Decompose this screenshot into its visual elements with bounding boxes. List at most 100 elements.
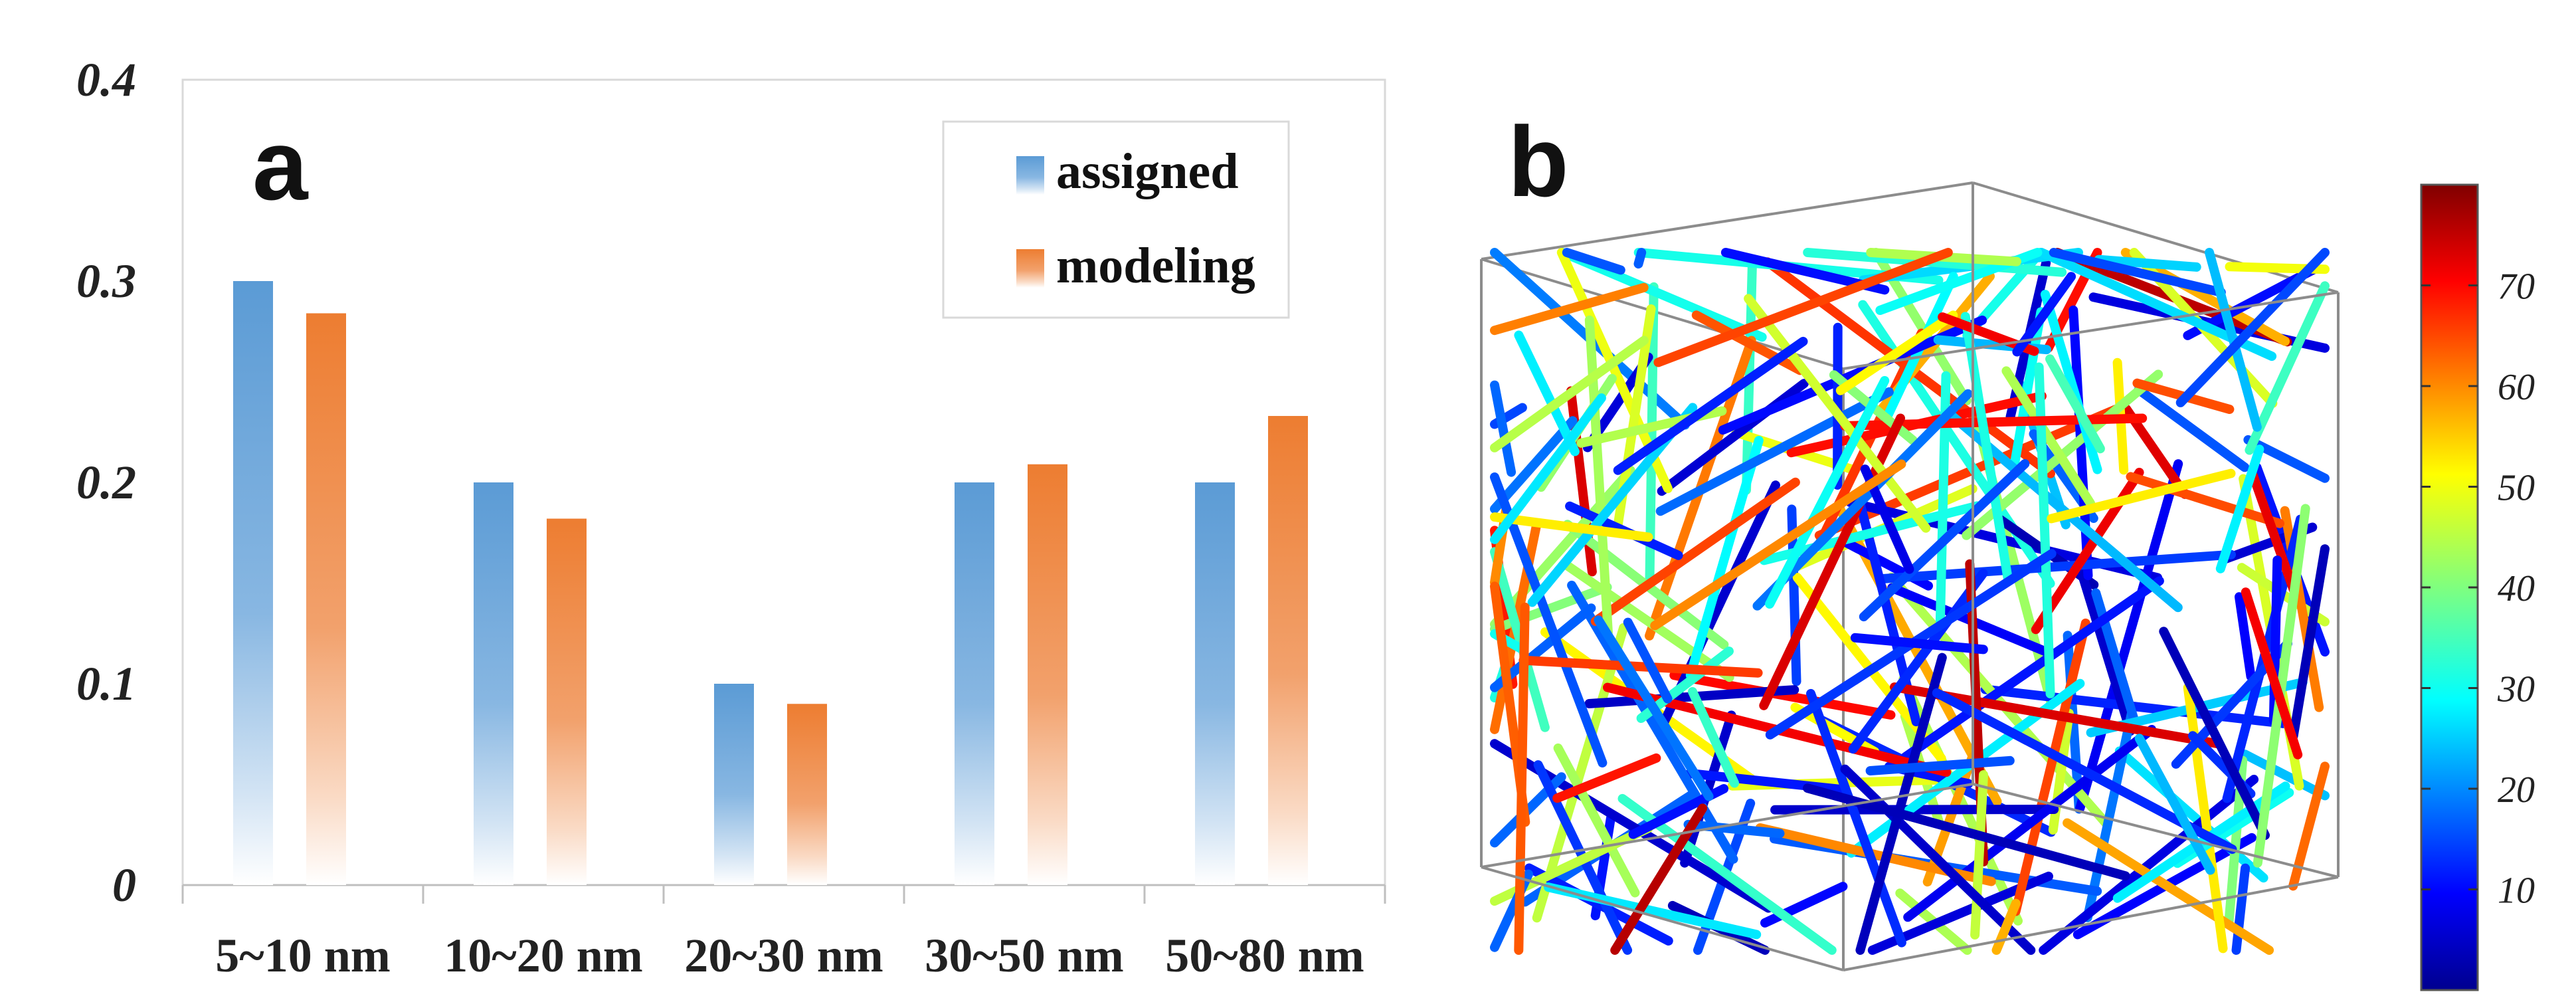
fiber [2134,385,2250,472]
fiber [1552,753,1661,803]
bar-modeling-1 [547,518,587,885]
fiber [1490,393,1606,544]
bar-modeling-4 [1268,416,1308,885]
y-tick-label: 0.4 [76,53,136,106]
y-axis-ticks: 0 0.1 0.2 0.3 0.4 [76,53,136,912]
y-tick-label: 0 [112,858,136,912]
fiber [1991,898,2021,955]
colorbar-tick-label: 30 [2497,669,2535,710]
fiber [2249,471,2298,595]
fiber [2039,775,2259,955]
fiber [2175,248,2330,407]
legend: assigned modeling [942,120,1290,319]
colorbar-tick-label: 50 [2498,468,2535,509]
fiber [2231,863,2251,955]
fiber [2215,445,2264,573]
fiber [2122,404,2190,499]
bar-modeling-3 [1028,464,1067,885]
bar-assigned-3 [955,482,994,885]
fiber [2001,366,2096,508]
fiber [1562,248,1625,275]
bar-assigned-1 [474,482,513,885]
fiber [1903,725,2157,922]
fiber [2075,459,2183,813]
fiber [1490,380,1517,477]
x-axis-labels: 5~10 nm 10~20 nm 20~30 nm 30~50 nm 50~80 nm [215,929,1364,982]
x-tick-label: 20~30 nm [684,929,883,982]
fiber [1518,655,1763,678]
fiber [1855,653,1947,955]
fiber [1806,688,1906,948]
x-axis [181,884,1386,904]
colorbar-tick-label: 10 [2498,870,2535,912]
colorbar-tick-label: 60 [2498,367,2535,408]
fiber [1590,477,1800,626]
bar-modeling-2 [787,704,827,885]
fiber [1970,770,1988,940]
fiber [2240,750,2330,801]
fiber [2183,682,2228,954]
fiber [1848,568,1988,754]
fiber [1814,404,2122,540]
colorbar-tick-label: 70 [2498,266,2535,308]
fiber [1765,375,1890,609]
fiber [1613,336,1808,475]
bar-modeling-0 [306,313,346,886]
fiber [1859,459,2030,622]
fiber [1514,330,1580,456]
legend-swatch-assigned [1016,156,1044,195]
fiber [1833,322,1843,490]
fiber [1752,389,1973,611]
fiber [2011,618,2090,916]
fiber [1563,561,1734,682]
panel-b-fiber-network: b 10 20 30 40 50 60 70 [1480,106,2535,991]
fiber [1980,684,2298,730]
fiber [1553,743,1640,898]
fiber [1900,576,2164,761]
fiber [1490,282,1649,336]
fiber [1490,336,1649,453]
fiber [2045,354,2105,454]
bars [233,281,1308,886]
legend-swatch-modeling [1016,249,1044,288]
fiber [1850,633,1988,655]
fiber [2010,307,2046,467]
fiber [1524,863,1673,946]
fiber [1886,572,2112,829]
box-front-edges [1480,183,2340,971]
fiber [1633,248,1647,269]
y-tick-label: 0.1 [76,657,136,710]
fiber [1835,310,1958,395]
fiber [1683,819,1785,839]
bar-assigned-2 [714,684,754,885]
bar-assigned-4 [1195,482,1235,885]
fiber [1865,756,2015,775]
fiber [2205,248,2262,432]
fiber [2073,555,2135,736]
fiber [2094,254,2201,272]
y-tick-label: 0.3 [76,254,136,308]
legend-label-assigned: assigned [1056,144,1239,199]
colorbar: 10 20 30 40 50 60 70 [2420,183,2535,991]
fiber [1688,687,1739,788]
panel-label-a: a [252,109,309,221]
fiber [2049,248,2226,297]
fiber [1594,615,1714,801]
colorbar-ticks: 10 20 30 40 50 60 70 [2421,266,2535,912]
fiber [2091,588,2140,728]
y-tick-label: 0.2 [76,456,136,509]
fiber [2235,592,2256,681]
fiber [2114,746,2268,883]
x-tick-label: 50~80 nm [1165,929,1364,982]
fiber [2159,627,2270,840]
fiber [2126,472,2284,528]
fiber [1653,248,1953,367]
bar-assigned-0 [233,281,273,885]
panel-a-bar-chart: 0 0.1 0.2 0.3 0.4 5~10 nm 10~20 nm 20~30 nm 30~… [76,53,1386,982]
fiber [2288,544,2330,741]
legend-frame [942,120,1290,319]
x-tick-label: 10~20 nm [444,929,642,982]
fiber [1490,472,1608,767]
fiber [1685,436,1764,680]
